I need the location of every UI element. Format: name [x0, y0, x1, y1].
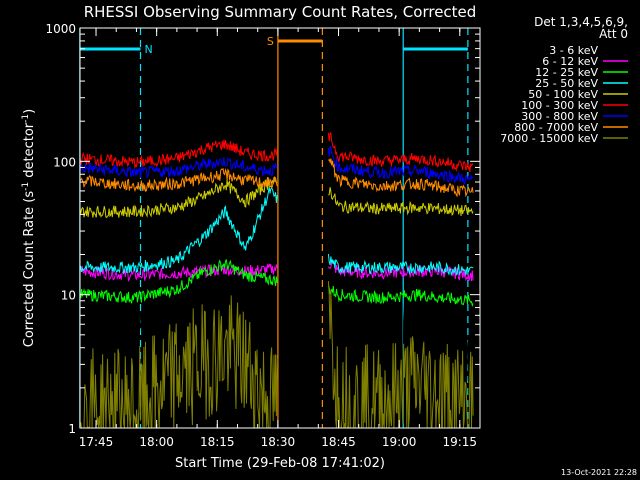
legend-label: 300 - 800 keV — [521, 110, 598, 123]
saa-label: S — [267, 35, 274, 48]
series-line-7-seg1 — [328, 158, 474, 198]
series-line-3-seg0 — [80, 187, 278, 275]
x-axis: 17:45 18:00 18:15 18:30 18:45 19:00 19:15 — [79, 28, 481, 449]
series-line-4-seg0 — [80, 176, 278, 219]
series-line-5-seg1 — [327, 132, 474, 172]
series-line-6-seg1 — [327, 145, 474, 186]
legend-label: 12 - 25 keV — [535, 66, 598, 79]
series-line-2-seg0 — [80, 259, 278, 304]
legend-label: 50 - 100 keV — [528, 88, 598, 101]
x-tick-label: 18:30 — [261, 435, 296, 449]
y-axis: 1 10 100 1000 — [45, 22, 480, 436]
legend-label: 100 - 300 keV — [521, 99, 598, 112]
series-layer — [80, 132, 474, 428]
x-tick-label: 19:15 — [442, 435, 477, 449]
x-tick-label: 19:00 — [382, 435, 417, 449]
series-line-6-seg0 — [80, 156, 278, 179]
legend-label: 3 - 6 keV — [549, 44, 598, 57]
series-line-2-seg1 — [327, 285, 474, 307]
y-tick-label: 1000 — [45, 22, 76, 36]
legend-header-line2: Att 0 — [599, 27, 628, 41]
x-tick-label: 17:45 — [79, 435, 114, 449]
timestamp: 13-Oct-2021 22:28 — [561, 468, 637, 477]
series-line-8-seg0 — [80, 295, 278, 428]
legend-label: 7000 - 15000 keV — [500, 132, 598, 145]
chart-title: RHESSI Observing Summary Count Rates, Co… — [84, 3, 477, 21]
legend-label: 6 - 12 keV — [542, 55, 598, 68]
series-line-4-seg1 — [328, 187, 474, 217]
series-line-8-seg1 — [327, 281, 474, 428]
x-tick-label: 18:15 — [200, 435, 235, 449]
legend-label: 800 - 7000 keV — [514, 121, 598, 134]
x-axis-label: Start Time (29-Feb-08 17:41:02) — [175, 456, 385, 471]
legend-label: 25 - 50 keV — [535, 77, 598, 90]
y-tick-label: 100 — [53, 155, 76, 169]
y-tick-label: 1 — [68, 422, 76, 436]
series-line-3-seg1 — [327, 253, 474, 277]
y-tick-label: 10 — [61, 289, 76, 303]
legend-header-line1: Det 1,3,4,5,6,9, — [534, 15, 628, 29]
series-line-7-seg0 — [80, 167, 278, 193]
series-line-1-seg1 — [327, 262, 474, 282]
y-axis-label: Corrected Count Rate (s-1 detector-1) — [21, 109, 37, 347]
x-tick-label: 18:00 — [139, 435, 174, 449]
series-line-5-seg0 — [80, 139, 278, 168]
x-tick-label: 18:45 — [321, 435, 356, 449]
night-label: N — [144, 43, 152, 56]
plot-frame — [79, 27, 481, 429]
